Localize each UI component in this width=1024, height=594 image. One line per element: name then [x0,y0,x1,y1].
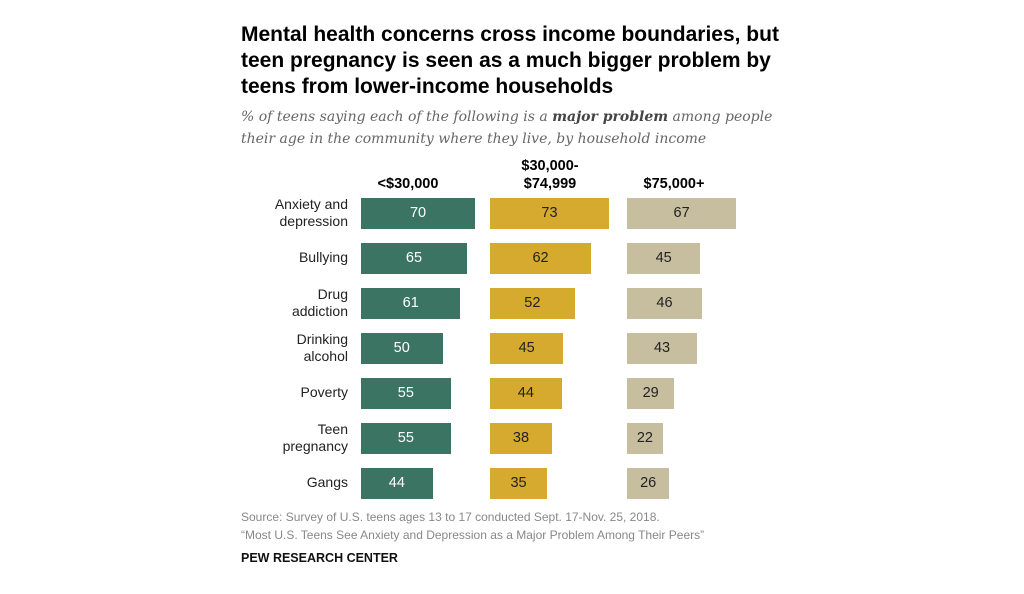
data-label: 29 [642,385,659,401]
column-header: $30,000- $74,999 [521,158,579,192]
data-label: 45 [518,340,535,356]
data-label: 44 [388,475,405,491]
bar [361,333,443,364]
bar [490,288,575,319]
data-label: 50 [393,340,410,356]
category-label: Drug addiction [291,286,348,319]
bar [627,198,737,229]
data-label: 22 [636,430,653,446]
bar [627,423,663,454]
bar [490,243,592,274]
subtitle-emphasis: major problem [552,109,669,125]
data-label: 61 [402,295,419,311]
data-label: 52 [524,295,541,311]
category-label: Bullying [298,249,348,265]
category-label: Teen pregnancy [282,421,348,454]
data-label: 46 [656,295,673,311]
data-label: 35 [510,475,527,491]
data-label: 26 [640,475,657,491]
bar [490,378,562,409]
category-label: Poverty [300,384,348,400]
bar [361,378,451,409]
data-label: 44 [517,385,534,401]
subtitle-text-end: among people their age in the community … [241,109,773,147]
bar [627,288,702,319]
report-title: “Most U.S. Teens See Anxiety and Depress… [241,528,705,542]
data-label: 62 [532,250,549,266]
data-label: 38 [512,430,530,446]
data-label: 73 [541,205,558,221]
category-label: Drinking alcohol [296,331,348,364]
bar [490,198,609,229]
bar [361,288,461,319]
category-label: Anxiety and depression [274,196,348,229]
subtitle-text: % of teens saying each of the following … [241,109,553,125]
bar [361,243,467,274]
data-label: 65 [405,250,423,266]
column-header: $75,000+ [643,176,705,192]
bar [627,243,701,274]
category-label: Gangs [306,474,348,490]
data-label: 70 [409,205,427,221]
data-label: 67 [673,205,690,221]
bar [490,468,548,499]
data-label: 45 [655,250,672,266]
source-note: Source: Survey of U.S. teens ages 13 to … [241,510,660,524]
bar [627,468,670,499]
bar [627,378,675,409]
data-label: 43 [653,340,671,356]
data-label: 55 [397,430,414,446]
chart-title: Mental health concerns cross income boun… [241,23,779,98]
chart-subtitle: % of teens saying each of the following … [241,106,781,150]
bar [627,333,698,364]
bar [490,423,552,454]
bar [361,468,433,499]
column-header: <$30,000 [377,176,439,192]
data-label: 55 [397,385,414,401]
brand-logo: PEW RESEARCH CENTER [241,551,398,565]
bar [361,198,476,229]
bar [490,333,564,364]
bar [361,423,451,454]
